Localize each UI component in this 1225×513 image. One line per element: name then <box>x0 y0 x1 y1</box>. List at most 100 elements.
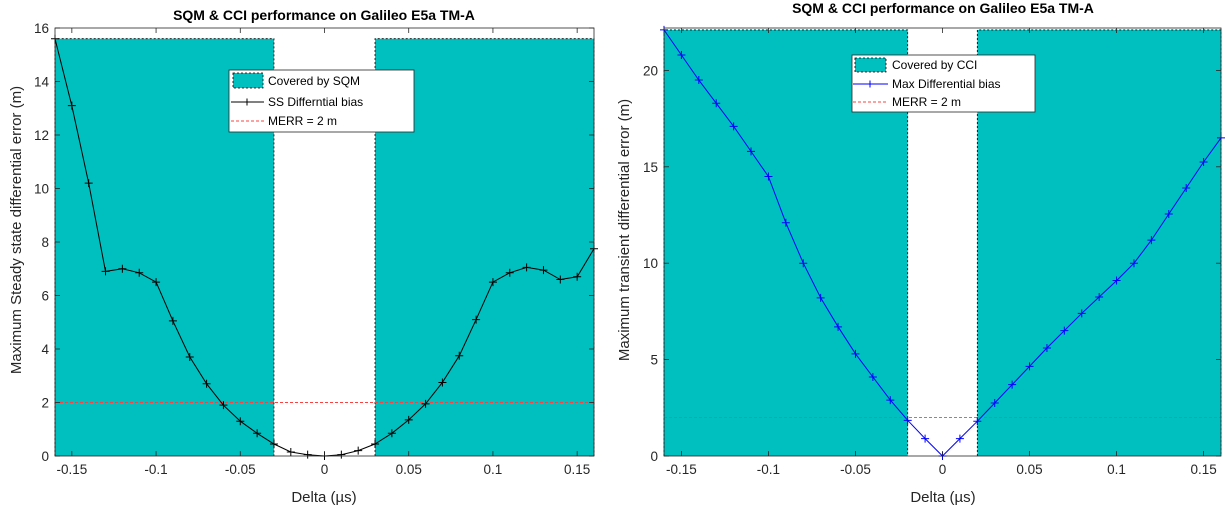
x-tick-label: 0.05 <box>1016 462 1042 477</box>
data-point <box>421 399 430 408</box>
legend-swatch-region <box>854 57 887 73</box>
y-axis-label: Maximum transient differential error (m) <box>616 99 633 361</box>
x-tick-label: -0.15 <box>666 462 697 477</box>
data-point <box>185 353 194 362</box>
data-point <box>1095 292 1104 301</box>
y-tick-label: 20 <box>643 63 658 78</box>
data-point <box>522 263 531 272</box>
y-tick-label: 15 <box>643 160 658 175</box>
data-point <box>677 50 686 59</box>
data-point <box>1129 259 1138 268</box>
data-point <box>903 416 912 425</box>
data-point <box>851 349 860 358</box>
legend: Covered by SQM SS Differntial bias MERR … <box>228 69 415 133</box>
data-point <box>1199 157 1208 166</box>
x-tick-label: 0.1 <box>484 462 503 477</box>
x-tick-label: -0.05 <box>225 462 256 477</box>
data-point <box>816 293 825 302</box>
data-point <box>921 434 930 443</box>
chart-left: SQM & CCI performance on Galileo E5a TM-… <box>8 7 598 506</box>
data-point <box>1112 276 1121 285</box>
x-tick-label: -0.1 <box>757 462 780 477</box>
x-tick-label: 0.15 <box>1190 462 1216 477</box>
legend-label-series: SS Differntial bias <box>268 95 363 109</box>
y-tick-label: 8 <box>41 235 49 250</box>
y-tick-label: 5 <box>650 353 658 368</box>
y-tick-label: 2 <box>41 396 49 411</box>
legend-label-series: Max Differential bias <box>892 77 1001 91</box>
x-tick-label: 0.1 <box>1107 462 1126 477</box>
data-point <box>371 439 380 448</box>
legend: Covered by CCI Max Differential bias MER… <box>851 54 1036 113</box>
axis-ticks: -0.15 -0.1 -0.05 0 0.05 0.1 0.15 0 2 4 6 8 10 12 14 16 <box>34 21 595 477</box>
data-point <box>67 101 76 110</box>
data-point <box>1008 380 1017 389</box>
x-tick-label: 0.05 <box>396 462 422 477</box>
x-tick-label: -0.15 <box>56 462 87 477</box>
chart-title: SQM & CCI performance on Galileo E5a TM-… <box>173 7 475 23</box>
chart-right: SQM & CCI performance on Galileo E5a TM-… <box>616 0 1225 506</box>
data-point <box>202 379 211 388</box>
data-point <box>84 179 93 188</box>
data-point <box>973 417 982 426</box>
data-point <box>747 147 756 156</box>
data-point <box>539 266 548 275</box>
data-point <box>387 429 396 438</box>
data-point <box>886 396 895 405</box>
y-axis-label: Maximum Steady state differential error … <box>8 86 25 374</box>
data-point <box>472 315 481 324</box>
data-point <box>834 322 843 331</box>
data-point <box>219 401 228 410</box>
data-point <box>505 268 514 277</box>
data-point <box>1025 362 1034 371</box>
data-point <box>404 415 413 424</box>
data-point <box>1042 344 1051 353</box>
y-tick-label: 6 <box>41 289 49 304</box>
y-tick-label: 12 <box>34 128 49 143</box>
data-point <box>488 278 497 287</box>
chart-title: SQM & CCI performance on Galileo E5a TM-… <box>792 0 1094 16</box>
data-point <box>712 99 721 108</box>
x-tick-label: -0.1 <box>144 462 167 477</box>
data-point <box>269 439 278 448</box>
legend-swatch-region <box>232 72 264 89</box>
coverage-region-outline <box>976 29 1222 456</box>
y-tick-label: 14 <box>34 75 50 90</box>
data-point <box>1164 210 1173 219</box>
legend-marker-series <box>866 80 874 88</box>
legend-label-region: Covered by CCI <box>892 58 977 72</box>
x-tick-label: -0.05 <box>840 462 871 477</box>
y-tick-label: 0 <box>650 449 658 464</box>
y-tick-label: 16 <box>34 21 49 36</box>
data-point <box>286 447 295 456</box>
data-point <box>455 351 464 360</box>
data-point <box>168 316 177 325</box>
data-point <box>573 272 582 281</box>
data-point <box>1147 236 1156 245</box>
y-tick-label: 4 <box>41 342 49 357</box>
data-point <box>781 218 790 227</box>
legend-marker-series <box>243 98 251 106</box>
data-point <box>799 259 808 268</box>
data-point <box>118 264 127 273</box>
data-point <box>764 172 773 181</box>
data-point <box>337 450 346 459</box>
legend-label-reference: MERR = 2 m <box>892 95 961 109</box>
legend-label-reference: MERR = 2 m <box>268 114 337 128</box>
x-axis-label: Delta (µs) <box>910 489 975 506</box>
y-tick-label: 10 <box>34 182 49 197</box>
plot-area <box>660 25 1225 460</box>
axis-ticks: -0.15 -0.1 -0.05 0 0.05 0.1 0.15 0 5 10 15 20 <box>643 27 1222 477</box>
data-point <box>556 275 565 284</box>
data-point <box>152 278 161 287</box>
data-point <box>694 76 703 85</box>
x-tick-label: 0 <box>939 462 947 477</box>
data-point <box>955 434 964 443</box>
data-point <box>1060 326 1069 335</box>
x-tick-label: 0 <box>321 462 329 477</box>
data-point <box>135 268 144 277</box>
data-point <box>253 429 262 438</box>
x-tick-label: 0.15 <box>564 462 590 477</box>
data-point <box>1182 184 1191 193</box>
